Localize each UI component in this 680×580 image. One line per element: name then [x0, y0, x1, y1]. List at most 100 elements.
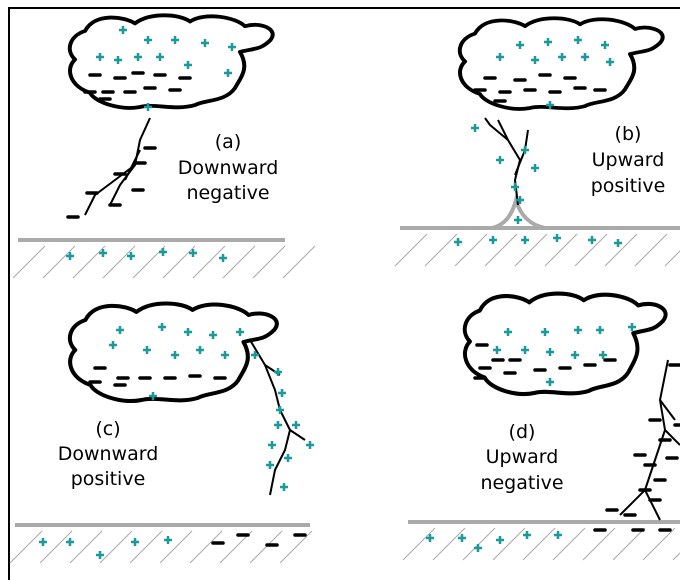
plus-sign — [521, 346, 529, 354]
hatch — [43, 246, 75, 278]
plus-sign — [458, 534, 466, 542]
plus-sign — [558, 53, 566, 61]
panel-text: Downward — [58, 443, 159, 465]
plus-sign — [523, 531, 531, 539]
plus-sign — [201, 39, 209, 47]
plus-sign — [588, 236, 596, 244]
plus-sign — [184, 61, 192, 69]
hatch — [253, 246, 285, 278]
lightning — [498, 120, 520, 205]
lightning — [290, 430, 305, 440]
plus-sign — [306, 441, 314, 449]
plus-sign — [156, 53, 164, 61]
hatch — [103, 246, 135, 278]
label-b: (b) Upward positive — [591, 123, 666, 197]
plus-sign — [196, 346, 204, 354]
hatch — [425, 234, 457, 266]
plus-sign — [553, 234, 561, 242]
plus-sign — [546, 378, 554, 386]
plus-sign — [574, 326, 582, 334]
hatch — [673, 528, 680, 560]
plus-sign — [489, 236, 497, 244]
plus-sign — [493, 346, 501, 354]
label-d: (d) Upward negative — [480, 421, 563, 494]
lightning — [250, 340, 290, 495]
panel-letter: (a) — [215, 131, 241, 153]
plus-sign — [144, 36, 152, 44]
hatch — [100, 531, 132, 563]
plus-sign — [164, 536, 172, 544]
lightning — [645, 490, 660, 520]
plus-sign — [521, 146, 529, 154]
hatch — [283, 246, 315, 278]
label-c: (c) Downward positive — [58, 418, 159, 490]
hatch — [613, 528, 645, 560]
lightning — [485, 118, 508, 140]
hatch — [493, 528, 525, 560]
plus-sign — [601, 41, 609, 49]
plus-sign — [628, 323, 636, 331]
plus-sign — [228, 43, 236, 51]
plus-sign — [221, 351, 229, 359]
hatch — [433, 528, 465, 560]
cloud — [465, 294, 666, 394]
cloud — [70, 15, 273, 108]
plus-sign — [511, 183, 519, 191]
plus-sign — [596, 326, 604, 334]
plus-sign — [96, 53, 104, 61]
plus-sign — [114, 56, 122, 64]
hatch — [605, 234, 637, 266]
plus-sign — [606, 58, 614, 66]
plus-sign — [554, 531, 562, 539]
plus-sign — [496, 536, 504, 544]
plus-sign — [521, 236, 529, 244]
hatch — [665, 234, 680, 266]
plus-sign — [571, 351, 579, 359]
plus-sign — [266, 461, 274, 469]
lightning — [110, 165, 135, 205]
plus-sign — [531, 164, 539, 172]
plus-sign — [574, 36, 582, 44]
plus-sign — [171, 351, 179, 359]
hatch — [160, 531, 192, 563]
hatch — [70, 531, 102, 563]
hatch — [193, 246, 225, 278]
plus-sign — [276, 406, 284, 414]
hatch — [643, 528, 675, 560]
plus-sign — [504, 328, 512, 336]
plus-sign — [143, 346, 151, 354]
plus-sign — [159, 248, 167, 256]
plus-sign — [236, 328, 244, 336]
plus-sign — [546, 348, 554, 356]
plus-sign — [209, 331, 217, 339]
hatch — [190, 531, 222, 563]
plus-sign — [280, 483, 288, 491]
panel-text: Downward — [178, 157, 279, 179]
cloud — [70, 304, 277, 401]
plus-sign — [219, 254, 227, 262]
hatch — [13, 246, 45, 278]
plus-sign — [224, 69, 232, 77]
plus-sign — [109, 341, 117, 349]
hatch — [403, 528, 435, 560]
hatch — [130, 531, 162, 563]
cloud — [460, 18, 663, 109]
lightning — [665, 430, 680, 445]
diagram: (a) Downward negative (b) Upward positiv… — [0, 0, 680, 580]
hatch — [583, 528, 615, 560]
hatch — [250, 531, 282, 563]
hatch — [73, 246, 105, 278]
plus-sign — [544, 38, 552, 46]
plus-sign — [96, 551, 104, 559]
label-a: (a) Downward negative — [178, 131, 279, 204]
hatch — [163, 246, 195, 278]
plus-sign — [268, 441, 276, 449]
panel-text: negative — [480, 472, 563, 494]
plus-sign — [39, 538, 47, 546]
plus-sign — [614, 239, 622, 247]
hatch — [223, 246, 255, 278]
plus-sign — [292, 421, 300, 429]
panel-text: negative — [186, 182, 269, 204]
plus-sign — [474, 544, 482, 552]
plus-sign — [284, 454, 292, 462]
